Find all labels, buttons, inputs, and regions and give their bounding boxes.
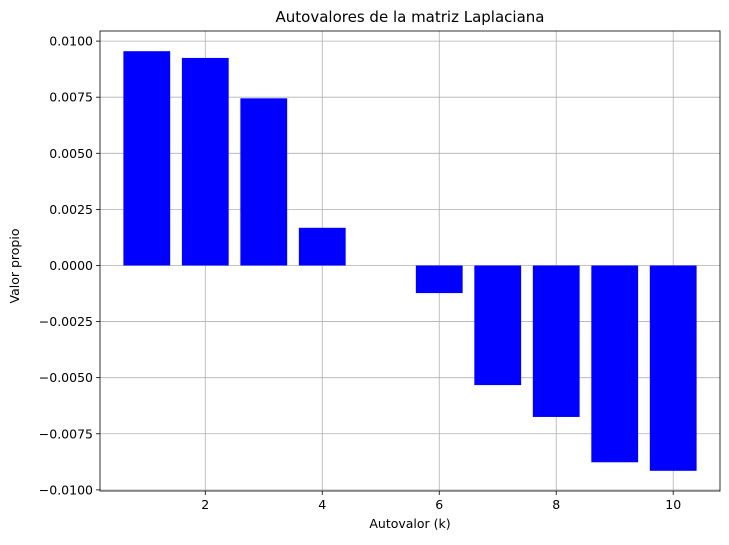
y-tick-label: 0.0025 — [49, 202, 93, 217]
x-tick-label: 10 — [665, 497, 681, 512]
y-tick-label: 0.0075 — [49, 90, 93, 105]
bar — [298, 227, 346, 266]
x-tick-label: 8 — [552, 497, 560, 512]
bar — [649, 265, 697, 471]
y-tick-label: −0.0025 — [39, 314, 93, 329]
bar — [532, 265, 580, 417]
y-axis-label: Valor propio — [7, 229, 22, 304]
axes: 2 4 6 8 10 −0.0100 −0.0075 −0.0050 −0.0025 0.0000… — [39, 30, 721, 512]
y-tick-label: 0.0100 — [49, 34, 93, 49]
y-tick-label: −0.0050 — [39, 370, 93, 385]
x-tick-label: 6 — [435, 497, 443, 512]
bar — [240, 98, 288, 266]
x-tick-label: 2 — [201, 497, 209, 512]
bars — [123, 51, 697, 471]
y-tick-label: −0.0075 — [39, 426, 93, 441]
chart-title: Autovalores de la matriz Laplaciana — [276, 8, 545, 26]
bar — [591, 265, 639, 463]
x-axis-label: Autovalor (k) — [369, 516, 450, 531]
plot-frame — [99, 30, 721, 492]
bar — [181, 57, 229, 266]
y-tick-label: 0.0050 — [49, 146, 93, 161]
bar — [474, 265, 522, 386]
y-tick-label: 0.0000 — [49, 258, 93, 273]
y-tick-label: −0.0100 — [39, 482, 93, 497]
x-tick-label: 4 — [318, 497, 326, 512]
bar — [415, 265, 463, 294]
bar — [123, 51, 171, 266]
